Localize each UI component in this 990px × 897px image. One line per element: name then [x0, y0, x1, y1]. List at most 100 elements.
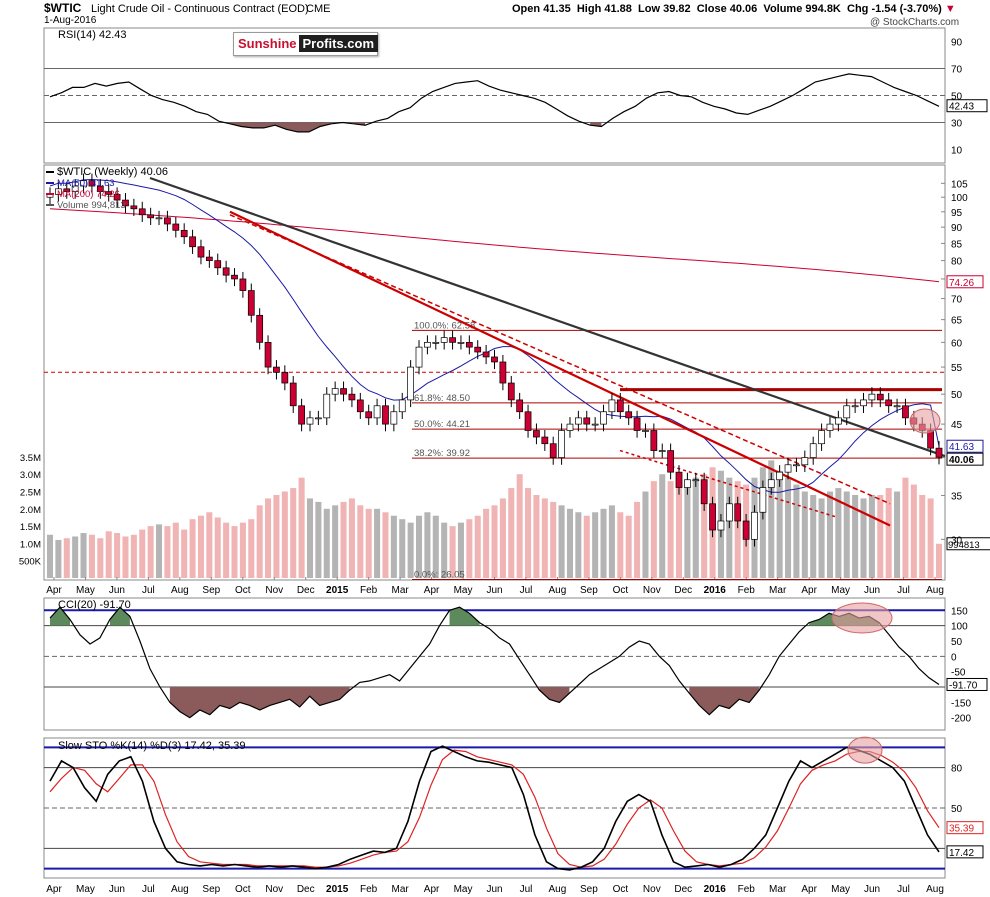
sto-legend: Slow STO %K(14) %D(3) 17.42, 35.39 — [58, 740, 246, 752]
cci-legend: CCI(20) -91.70 — [58, 599, 131, 611]
volume-bar — [323, 508, 330, 578]
sto-x-tick-label: Jun — [486, 884, 502, 895]
candle-body — [935, 447, 943, 458]
candle-body — [130, 205, 138, 210]
volume-bar — [223, 522, 230, 578]
candle-body — [331, 388, 339, 395]
candle-body — [499, 361, 507, 384]
volume-bar — [457, 522, 464, 578]
sto-x-tick-label: Jul — [897, 884, 910, 895]
price-x-tick-label: May — [454, 585, 473, 596]
candle-body — [751, 511, 758, 540]
volume-bar — [55, 539, 62, 578]
volume-bar — [214, 517, 221, 578]
price-tick-label: 65 — [951, 316, 963, 327]
volume-bar — [256, 505, 263, 578]
sto-x-tick-label: Apr — [46, 884, 62, 895]
sto-highlight-circle — [847, 736, 883, 764]
candle-body — [449, 337, 456, 343]
price-x-tick-label: Dec — [674, 585, 692, 596]
chg-value: -1.54 (-3.70%) — [871, 3, 942, 15]
candle-body — [88, 180, 96, 187]
price-tick-label: 35 — [951, 492, 963, 503]
volume-bar — [550, 501, 557, 578]
volume-bar — [306, 498, 314, 578]
price-x-tick-label: Oct — [613, 585, 629, 596]
sto-x-tick-label: Dec — [297, 884, 315, 895]
volume-bar — [449, 526, 456, 578]
volume-bar — [667, 481, 674, 578]
sto-k-line — [49, 745, 940, 871]
sto-d-line — [49, 749, 940, 868]
volume-bar — [558, 505, 565, 578]
volume-bar — [239, 522, 246, 578]
candle-body — [96, 185, 104, 192]
candle-body — [776, 471, 784, 481]
candle-body — [440, 337, 448, 343]
cci-tick-label: 50 — [951, 637, 963, 648]
volume-bar — [659, 474, 666, 578]
candle-body — [373, 405, 381, 419]
candle-body — [306, 417, 314, 425]
candle-body — [574, 417, 582, 425]
volume-bar — [164, 526, 171, 578]
sto-x-tick-label: Apr — [801, 884, 817, 895]
candle-body — [876, 393, 884, 401]
volume-bar — [818, 498, 825, 578]
candle-body — [834, 417, 842, 425]
volume-tick-label: 3.0M — [20, 470, 41, 481]
down-arrow-icon: ▼ — [944, 3, 956, 15]
candle-body — [407, 366, 415, 401]
volume-bar — [684, 488, 691, 578]
price-x-tick-label: 2016 — [704, 585, 727, 596]
candle-body — [315, 417, 322, 420]
rsi-value-box — [946, 99, 988, 113]
rsi-line — [49, 73, 940, 133]
volume-bar — [231, 526, 238, 578]
cci-tick-label: -200 — [951, 714, 971, 725]
candle-body — [642, 430, 649, 432]
volume-bar — [491, 505, 498, 578]
volume-bar — [181, 529, 188, 578]
candle-body — [549, 443, 557, 458]
price-x-tick-label: Aug — [549, 585, 567, 596]
candle-body — [633, 417, 641, 431]
sto-x-tick-label: Mar — [769, 884, 787, 895]
candle-body — [340, 388, 347, 395]
volume-bar — [424, 512, 431, 578]
candle-body — [172, 223, 180, 231]
volume-bar — [592, 512, 599, 578]
candle-body — [105, 191, 113, 195]
close-current-value: 40.06 — [949, 455, 974, 466]
declining-trend-line-black — [149, 176, 946, 458]
ohlc-readout: Open 41.35 High 41.88 Low 39.82 Close 40… — [512, 3, 956, 15]
candle-body — [818, 430, 825, 445]
candle-body — [734, 503, 742, 522]
cci-oversold-fill — [169, 687, 350, 718]
volume-bar — [566, 508, 574, 578]
chart-exchange: CME — [306, 3, 331, 15]
candle-body — [793, 464, 800, 467]
rsi-tick-label: 90 — [951, 38, 963, 49]
volume-bar — [885, 488, 892, 578]
price-tick-label: 90 — [951, 223, 963, 234]
volume-bar — [357, 505, 364, 578]
volume-bar — [290, 488, 297, 578]
sunshine-profits-logo: Sunshine Profits.com — [233, 32, 379, 56]
close-label: Close — [696, 3, 727, 15]
volume-bar — [860, 498, 867, 578]
cci-highlight-circle — [831, 602, 893, 634]
candle-body — [767, 479, 775, 488]
sto-x-tick-label: May — [831, 884, 850, 895]
volume-bar — [634, 501, 641, 578]
volume-bar — [466, 519, 473, 578]
volume-bar — [877, 494, 884, 578]
sto-x-tick-label: Jun — [109, 884, 125, 895]
volume-bar — [701, 474, 708, 578]
candle-body — [323, 393, 331, 419]
candle-body — [851, 405, 859, 408]
candle-body — [231, 274, 238, 280]
price-x-tick-label: Nov — [643, 585, 661, 596]
price-x-tick-label: Apr — [801, 585, 817, 596]
volume-bar — [441, 522, 448, 578]
